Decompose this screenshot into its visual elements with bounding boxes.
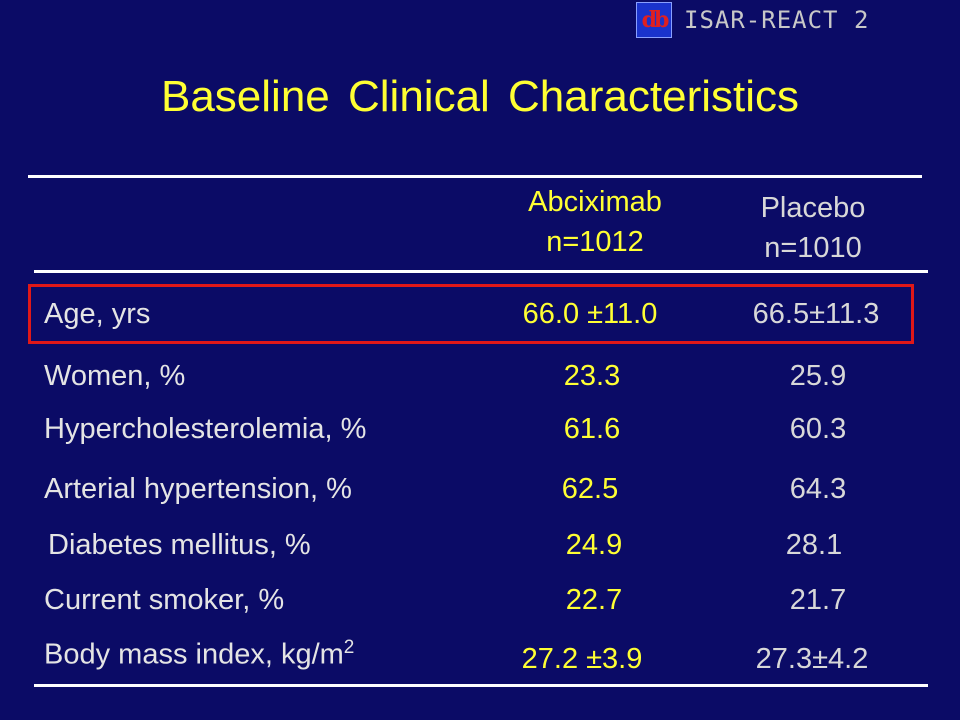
row-label: Hypercholesterolemia, % (44, 413, 367, 445)
placebo-value: 28.1 (785, 529, 843, 561)
placebo-value: 27.3±4.2 (755, 643, 869, 675)
logo-text: ISAR-REACT 2 (684, 6, 870, 34)
column-header-abciximab: Abciximab n=1012 (490, 182, 700, 262)
column-name: Abciximab (528, 186, 662, 218)
table-top-rule (28, 175, 922, 178)
logo-mark-icon: db (636, 2, 672, 38)
placebo-value: 66.5±11.3 (752, 298, 880, 330)
row-label: Body mass index, kg/m2 (44, 637, 354, 672)
row-label: Women, % (44, 360, 186, 392)
highlight-box (28, 284, 914, 344)
abciximab-value: 22.7 (565, 584, 623, 616)
abciximab-value: 27.2 ±3.9 (521, 643, 643, 675)
abciximab-value: 66.0 ±11.0 (522, 298, 658, 330)
row-label: Diabetes mellitus, % (48, 529, 311, 561)
row-label: Age, yrs (44, 298, 151, 330)
column-n: n=1012 (546, 226, 644, 258)
placebo-value: 21.7 (789, 584, 847, 616)
placebo-value: 25.9 (789, 360, 847, 392)
abciximab-value: 23.3 (563, 360, 621, 392)
abciximab-value: 62.5 (561, 473, 619, 505)
abciximab-value: 24.9 (565, 529, 623, 561)
page-title: Baseline Clinical Characteristics (160, 72, 799, 121)
row-label-text: Body mass index, kg/m (44, 638, 344, 671)
abciximab-value: 61.6 (563, 413, 621, 445)
row-label: Current smoker, % (44, 584, 285, 616)
column-name: Placebo (760, 192, 866, 224)
column-header-placebo: Placebo n=1010 (718, 188, 908, 268)
row-label: Arterial hypertension, % (44, 473, 352, 505)
logo: db ISAR-REACT 2 (636, 2, 869, 38)
row-label-superscript: 2 (343, 637, 355, 658)
placebo-value: 64.3 (789, 473, 847, 505)
header-bottom-rule (34, 270, 928, 273)
placebo-value: 60.3 (789, 413, 847, 445)
column-n: n=1010 (764, 232, 862, 264)
table-bottom-rule (34, 684, 928, 687)
